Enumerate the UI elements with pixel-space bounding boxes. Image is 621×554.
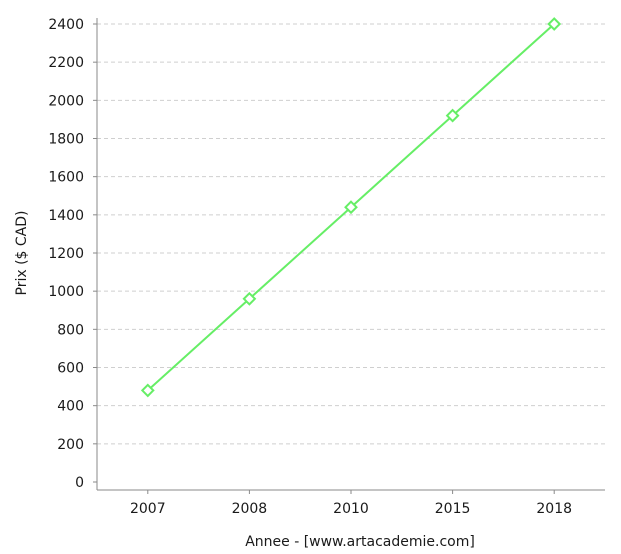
series	[140, 17, 562, 398]
axes	[96, 18, 605, 491]
data-point-marker	[242, 291, 257, 306]
y-tick-label: 2200	[48, 55, 84, 71]
x-tick-label: 2008	[232, 501, 268, 517]
x-axis-ticks: 2007 2008 2010 2015 2018	[130, 490, 572, 517]
x-axis-title: Annee - [www.artacademie.com]	[245, 534, 475, 550]
x-tick-label: 2018	[536, 501, 572, 517]
y-tick-label: 2000	[48, 93, 84, 109]
data-point-marker	[547, 17, 562, 31]
x-tick-label: 2015	[435, 501, 471, 517]
y-tick-label: 2400	[48, 17, 84, 33]
data-point-marker	[344, 200, 358, 215]
y-tick-label: 800	[57, 322, 84, 338]
y-tick-label: 1200	[48, 246, 84, 262]
y-tick-label: 0	[75, 475, 84, 491]
x-tick-label: 2007	[130, 501, 166, 517]
x-tick-label: 2010	[333, 501, 369, 517]
data-point-marker	[445, 108, 460, 123]
grid	[97, 23, 605, 445]
y-tick-label: 200	[57, 437, 84, 453]
y-axis-ticks: 0 200 400 600 800 1000 1200 1400 1600 1800 2000 220…	[48, 17, 97, 491]
y-axis-title: Prix ($ CAD)	[14, 211, 30, 296]
y-tick-label: 1000	[48, 284, 84, 300]
y-tick-label: 400	[57, 399, 84, 415]
y-tick-label: 1400	[48, 208, 84, 224]
data-point-marker	[140, 383, 155, 398]
y-tick-label: 600	[57, 361, 84, 377]
y-tick-label: 1600	[48, 170, 84, 186]
y-tick-label: 1800	[48, 132, 84, 148]
